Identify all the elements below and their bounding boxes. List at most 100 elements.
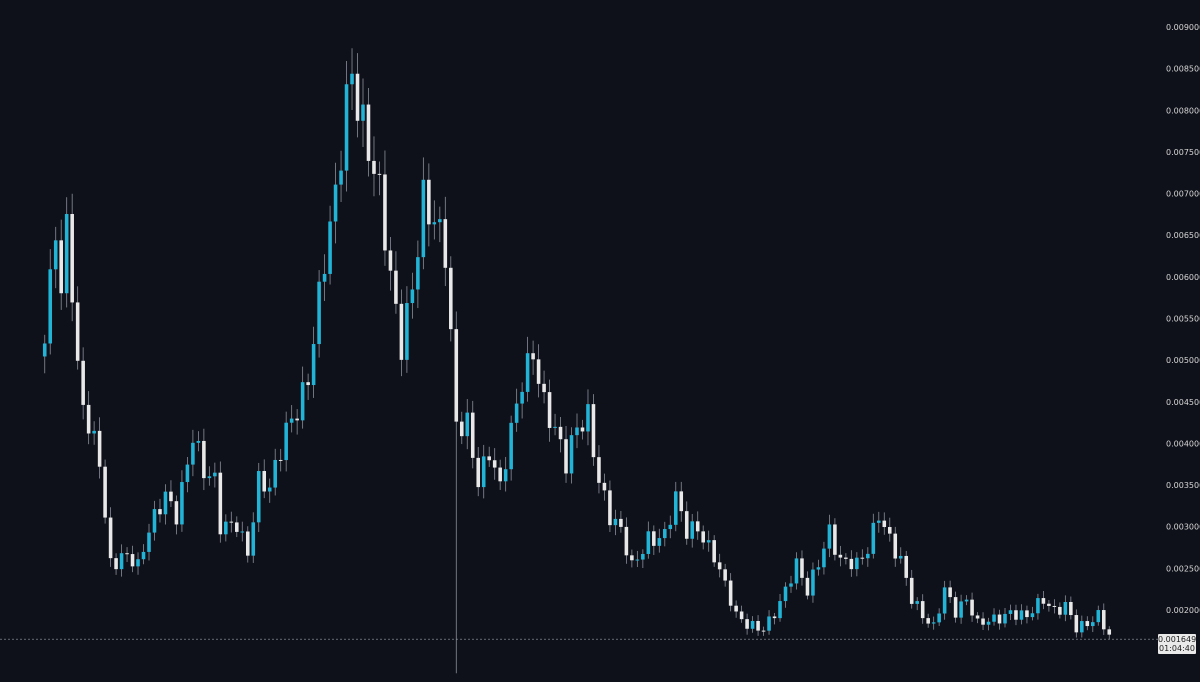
candle-up [668, 524, 673, 530]
candle-up [778, 601, 782, 619]
candle-down [772, 616, 777, 619]
candle-down [169, 491, 173, 502]
candle-up [964, 599, 969, 602]
candle-up [871, 522, 876, 554]
candle-down [887, 527, 892, 534]
candle-up [641, 553, 645, 560]
candle-down [745, 619, 749, 629]
candle-down [454, 329, 459, 422]
candle-down [695, 521, 700, 532]
candle-down [108, 517, 113, 559]
candle-up [613, 518, 618, 526]
candle-up [163, 491, 168, 515]
candle-down [218, 472, 223, 535]
candle-down [591, 404, 596, 458]
candle-up [361, 104, 365, 121]
candle-down [1052, 605, 1057, 607]
candle-up [416, 257, 420, 290]
candle-up [64, 214, 69, 294]
candle-up [1019, 610, 1024, 620]
candle-down [1041, 598, 1046, 604]
candle-up [405, 303, 409, 360]
candle-down [542, 383, 546, 393]
candle-down [948, 587, 952, 598]
candle-down [564, 439, 568, 474]
candle-down [624, 526, 629, 556]
candle-down [476, 457, 481, 488]
candle-up [289, 418, 294, 423]
candle-up [509, 422, 513, 470]
candle-down [800, 558, 804, 578]
candle-up [481, 456, 486, 488]
candle-up [191, 442, 195, 465]
candle-up [185, 464, 190, 483]
candle-down [536, 359, 541, 384]
candle-up [207, 476, 212, 479]
candle-up [328, 221, 332, 274]
candle-down [470, 412, 475, 458]
candle-up [937, 613, 941, 623]
candle-up [931, 622, 936, 624]
candle-down [860, 557, 865, 559]
candle-up [92, 430, 96, 434]
candle-down [70, 214, 74, 303]
candle-down [838, 554, 843, 558]
candle-up [213, 472, 217, 477]
candle-down [756, 620, 760, 631]
candle-up [898, 555, 903, 559]
candle-up [53, 240, 58, 270]
candle-down [97, 430, 102, 467]
candle-up [827, 524, 832, 549]
candle-up [267, 487, 272, 492]
candle-down [761, 630, 766, 632]
candle-down [174, 501, 179, 525]
candle-down [492, 460, 497, 468]
candle-up [224, 521, 228, 535]
candle-down [1107, 629, 1112, 635]
candle-up [663, 529, 667, 539]
candle-up [180, 482, 184, 525]
candle-down [1025, 610, 1029, 618]
candle-down [849, 558, 854, 570]
candle-down [366, 104, 371, 161]
last-price-tag: 0.001649 01:04:40 [1158, 634, 1196, 654]
candle-up [344, 84, 349, 171]
candle-down [909, 577, 914, 604]
candle-down [202, 440, 206, 479]
candle-up [196, 440, 201, 443]
candle-down [833, 524, 837, 555]
candle-up [706, 540, 711, 543]
candle-up [783, 586, 788, 602]
candle-down [597, 457, 601, 483]
candles-layer [42, 48, 1112, 674]
candle-up [877, 520, 881, 523]
candle-up [147, 532, 151, 552]
candle-down [245, 531, 250, 556]
candle-down [712, 540, 716, 563]
candle-up [322, 273, 327, 282]
candle-down [920, 601, 925, 619]
candle-down [882, 520, 887, 528]
candle-down [235, 522, 239, 532]
candle-up [816, 567, 821, 570]
candle-down [970, 599, 974, 616]
candle-down [459, 421, 464, 437]
candle-up [575, 427, 579, 436]
candle-up [811, 569, 815, 596]
candle-up [586, 404, 590, 432]
candle-up [986, 621, 991, 625]
candle-down [278, 459, 283, 461]
candle-up [514, 403, 519, 423]
